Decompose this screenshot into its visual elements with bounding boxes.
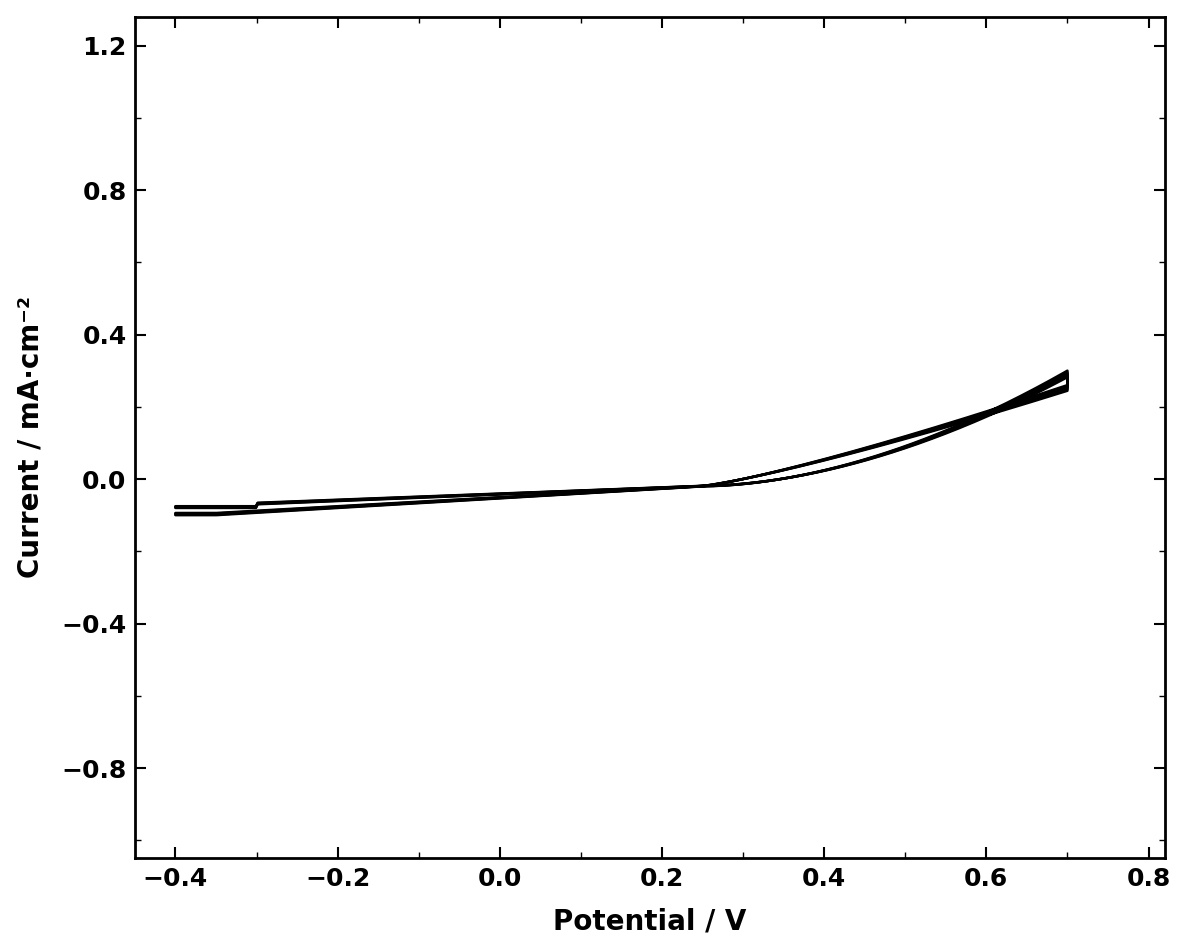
- Y-axis label: Current / mA·cm⁻²: Current / mA·cm⁻²: [17, 296, 45, 579]
- X-axis label: Potential / V: Potential / V: [553, 907, 747, 935]
